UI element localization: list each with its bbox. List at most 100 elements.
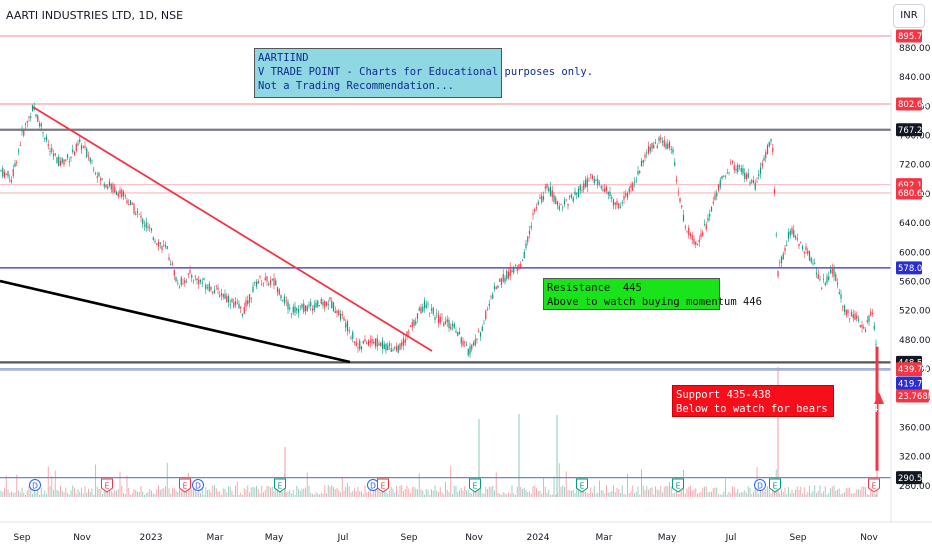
volume-bar bbox=[616, 487, 618, 497]
level-label: 692.10 bbox=[898, 181, 928, 191]
candle-body bbox=[509, 267, 511, 276]
candle-body bbox=[290, 313, 293, 314]
candle-body bbox=[612, 199, 615, 206]
volume-bar bbox=[429, 494, 431, 497]
volume-bar bbox=[858, 489, 859, 497]
candle-body bbox=[828, 276, 830, 280]
volume-bar bbox=[805, 494, 807, 497]
volume-bar bbox=[327, 485, 329, 497]
candle-body bbox=[164, 245, 167, 247]
candle-body bbox=[420, 307, 422, 314]
candle-body bbox=[653, 144, 655, 149]
candle-body bbox=[376, 338, 378, 347]
volume-bar bbox=[623, 493, 625, 497]
candle-body bbox=[684, 226, 686, 228]
candle-body bbox=[303, 303, 305, 313]
volume-bar bbox=[474, 489, 476, 497]
volume-bar bbox=[222, 488, 224, 497]
candle-body bbox=[523, 251, 525, 259]
candle-body bbox=[94, 173, 97, 174]
level-label-bg bbox=[896, 29, 922, 43]
candle-body bbox=[831, 267, 833, 274]
volume-bar bbox=[473, 490, 474, 497]
volume-bar bbox=[396, 485, 397, 497]
volume-bar bbox=[291, 493, 292, 497]
candle-body bbox=[65, 159, 67, 162]
candle-body bbox=[611, 197, 613, 199]
red-descending-trendline bbox=[32, 106, 433, 352]
candle-body bbox=[695, 241, 697, 245]
candle-body bbox=[114, 187, 116, 193]
candle-body bbox=[245, 300, 247, 307]
candle-body bbox=[646, 152, 648, 154]
volume-bar bbox=[802, 493, 803, 497]
event-marker-letter: D bbox=[32, 482, 38, 491]
volume-bar bbox=[404, 488, 406, 497]
candle-body bbox=[129, 200, 132, 205]
volume-bar bbox=[151, 490, 152, 497]
volume-bar bbox=[242, 494, 243, 497]
time-tick-label: Sep bbox=[14, 533, 31, 543]
resistance-note[interactable]: Resistance 445 Above to watch buying mom… bbox=[543, 278, 762, 310]
volume-bar bbox=[128, 487, 130, 497]
candle-body bbox=[633, 181, 636, 183]
currency-button[interactable]: INR bbox=[893, 4, 925, 28]
candle-body bbox=[203, 278, 205, 280]
candle-body bbox=[696, 243, 699, 246]
volume-bar bbox=[19, 492, 21, 497]
candle-body bbox=[623, 196, 625, 200]
candle-body bbox=[287, 301, 289, 310]
candle-body bbox=[793, 229, 795, 238]
volume-bar bbox=[639, 494, 641, 497]
volume-bar bbox=[709, 491, 711, 497]
candle-body bbox=[59, 160, 62, 166]
candle-body bbox=[213, 289, 216, 293]
volume-bar bbox=[193, 487, 194, 497]
volume-bar bbox=[567, 490, 569, 497]
candle-body bbox=[735, 168, 737, 171]
volume-bar bbox=[564, 487, 565, 497]
candle-body bbox=[758, 174, 760, 176]
candle-body bbox=[576, 192, 578, 195]
candle-body bbox=[737, 164, 739, 173]
volume-bar bbox=[597, 492, 599, 497]
candle-body bbox=[72, 149, 74, 153]
candle-body bbox=[630, 184, 632, 189]
time-tick-label: Mar bbox=[596, 533, 613, 543]
candle-body bbox=[677, 191, 679, 193]
volume-bar bbox=[305, 487, 306, 497]
earnings-event-icon: E bbox=[101, 478, 113, 493]
time-tick-label: May bbox=[658, 533, 677, 543]
candle-body bbox=[681, 205, 683, 208]
earnings-event-icon: E bbox=[377, 478, 389, 493]
volume-bar bbox=[600, 490, 602, 497]
disclaimer-note[interactable]: AARTIIND V TRADE POINT - Charts for Educ… bbox=[254, 48, 593, 98]
candle-body bbox=[773, 189, 776, 194]
support-note[interactable]: Support 435-438 Below to watch for bears… bbox=[672, 385, 891, 417]
volume-bar bbox=[669, 482, 670, 497]
candle-body bbox=[409, 326, 412, 328]
volume-bar bbox=[595, 493, 597, 497]
candle-body bbox=[847, 309, 849, 314]
volume-bar bbox=[793, 493, 795, 497]
candle-body bbox=[311, 308, 314, 311]
volume-bar bbox=[2, 492, 4, 497]
candle-body bbox=[875, 344, 877, 346]
volume-bar bbox=[306, 472, 308, 497]
volume-bar bbox=[98, 488, 100, 497]
volume-bar bbox=[352, 490, 354, 497]
volume-bar bbox=[553, 476, 555, 497]
candle-body bbox=[156, 243, 158, 245]
volume-bar bbox=[441, 492, 443, 497]
volume-bar bbox=[203, 494, 205, 497]
candle-body bbox=[360, 346, 363, 350]
candle-body bbox=[173, 269, 175, 276]
candle-body bbox=[541, 195, 543, 203]
volume-bar bbox=[490, 486, 492, 497]
candle-body bbox=[217, 287, 219, 290]
volume-bar bbox=[663, 486, 665, 497]
volume-bar bbox=[789, 493, 791, 497]
candle-body bbox=[329, 297, 331, 300]
candle-body bbox=[427, 303, 429, 305]
